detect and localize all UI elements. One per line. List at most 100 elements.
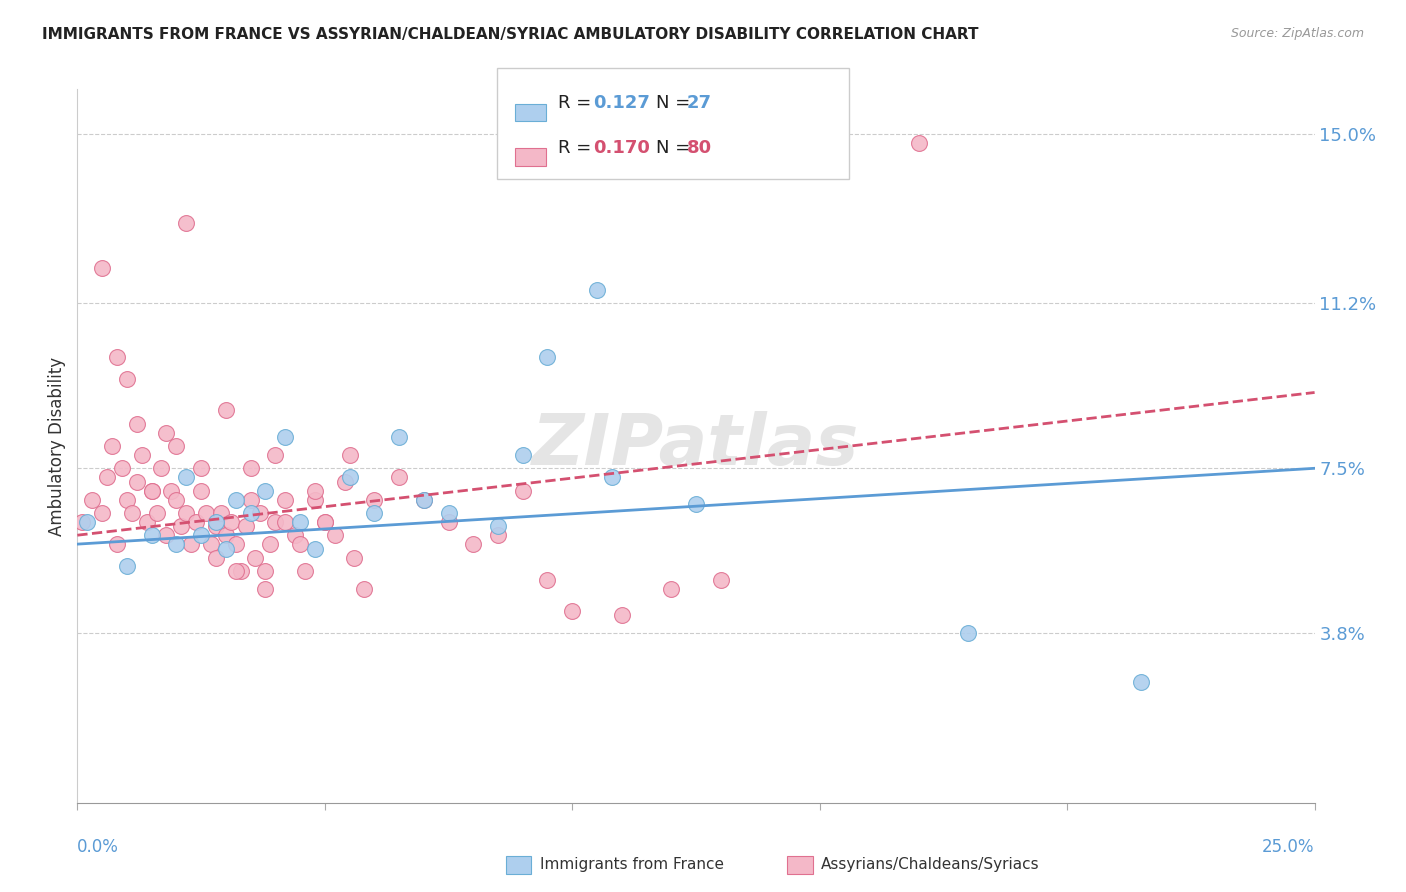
Point [249,506,271,520]
Point [323,528,346,542]
Point [165,439,187,453]
Point [388,430,411,444]
Text: 0.170: 0.170 [593,139,650,157]
Point [111,461,134,475]
Point [907,136,929,150]
Point [412,492,434,507]
Point [174,506,197,520]
Point [437,515,460,529]
Point [512,448,534,462]
Point [96,470,118,484]
Point [239,506,262,520]
Point [160,483,183,498]
Point [215,528,238,542]
Point [288,515,311,529]
Point [195,506,218,520]
Point [105,350,128,364]
Text: R =: R = [558,95,596,112]
Point [239,492,262,507]
Point [314,515,336,529]
Point [215,403,238,417]
Point [245,550,267,565]
Point [219,515,242,529]
Point [353,582,375,596]
Point [333,475,356,489]
Point [314,515,336,529]
Point [274,515,297,529]
Point [131,448,153,462]
Point [710,573,733,587]
Text: IMMIGRANTS FROM FRANCE VS ASSYRIAN/CHALDEAN/SYRIAC AMBULATORY DISABILITY CORRELA: IMMIGRANTS FROM FRANCE VS ASSYRIAN/CHALD… [42,27,979,42]
Point [225,537,247,551]
Point [363,506,385,520]
Point [125,417,148,431]
Point [264,515,287,529]
Point [304,541,326,556]
Point [536,573,558,587]
Point [105,537,128,551]
Point [82,492,104,507]
Point [235,519,257,533]
Point [72,515,94,529]
Point [239,461,262,475]
Point [388,470,411,484]
Point [437,506,460,520]
Point [165,492,187,507]
Point [600,470,623,484]
Point [190,528,212,542]
Point [339,448,361,462]
Point [190,483,212,498]
Text: R =: R = [558,139,596,157]
Point [1130,675,1153,690]
Point [200,537,222,551]
Point [174,216,197,230]
Point [91,260,114,275]
Point [957,626,980,640]
Point [121,506,143,520]
Text: Source: ZipAtlas.com: Source: ZipAtlas.com [1230,27,1364,40]
Point [264,448,287,462]
Point [76,515,98,529]
Point [141,483,163,498]
Point [165,537,187,551]
Point [561,604,583,618]
Point [170,519,193,533]
Point [91,506,114,520]
Point [115,492,138,507]
Point [536,350,558,364]
Point [205,515,228,529]
Point [155,425,177,440]
Text: 0.127: 0.127 [593,95,650,112]
Point [463,537,485,551]
Y-axis label: Ambulatory Disability: Ambulatory Disability [48,357,66,535]
Point [141,483,163,498]
Text: Immigrants from France: Immigrants from France [540,857,724,871]
Point [101,439,124,453]
Point [659,582,682,596]
Point [229,564,252,578]
Point [339,470,361,484]
Point [288,537,311,551]
Point [254,483,277,498]
Point [115,372,138,386]
Point [685,497,707,511]
Point [190,461,212,475]
Text: 80: 80 [688,139,711,157]
Point [284,528,307,542]
Point [225,564,247,578]
Point [512,483,534,498]
Point [586,283,609,297]
Text: 25.0%: 25.0% [1263,838,1315,856]
Point [254,582,277,596]
Point [180,537,202,551]
Point [259,537,281,551]
Text: 0.0%: 0.0% [77,838,120,856]
Text: ZIPatlas: ZIPatlas [533,411,859,481]
Text: N =: N = [657,95,696,112]
Point [141,528,163,542]
Point [486,528,509,542]
Point [174,470,197,484]
Point [274,430,297,444]
Point [363,492,385,507]
Point [184,515,207,529]
